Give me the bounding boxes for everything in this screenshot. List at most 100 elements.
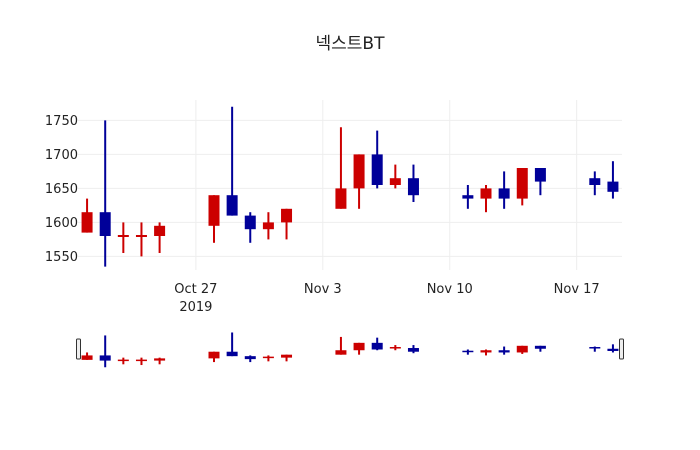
range-slider[interactable] — [76, 331, 624, 368]
slider-candle — [99, 335, 111, 368]
candle[interactable] — [498, 171, 510, 209]
slider-candle — [407, 345, 419, 354]
candle[interactable] — [244, 212, 256, 243]
candle-body — [81, 355, 93, 360]
slider-candle — [117, 357, 129, 365]
y-tick-label: 1650 — [45, 182, 78, 197]
range-slider-left-handle[interactable] — [76, 338, 81, 360]
x-tick-year-label: 2019 — [179, 300, 212, 315]
y-tick-label: 1700 — [45, 148, 78, 163]
candle-body — [589, 178, 601, 185]
candle[interactable] — [371, 130, 383, 189]
candle-body — [135, 235, 147, 237]
candle-body — [154, 225, 166, 236]
candle-body — [371, 154, 383, 185]
slider-candle — [498, 346, 510, 355]
candle-body — [353, 154, 365, 189]
slider-candle — [81, 352, 93, 360]
candle-body — [353, 342, 365, 351]
slider-candle — [226, 332, 238, 357]
candle-body — [117, 359, 129, 362]
slider-candle — [135, 357, 147, 366]
candle-body — [262, 222, 274, 230]
candle-body — [335, 350, 347, 355]
slider-candle — [353, 342, 365, 355]
candle[interactable] — [607, 161, 619, 199]
candle-body — [208, 351, 220, 359]
slider-candle — [371, 337, 383, 351]
candle-body — [154, 358, 166, 361]
y-tick-label: 1550 — [45, 250, 78, 265]
candle-body — [389, 347, 401, 349]
x-tick-label: Nov 3 — [304, 282, 342, 297]
candle-body — [281, 208, 293, 223]
candle-body — [99, 355, 111, 361]
slider-candle — [281, 354, 293, 362]
candle[interactable] — [335, 127, 347, 209]
candle-body — [407, 348, 419, 352]
candle[interactable] — [208, 195, 220, 243]
main-plot-candles[interactable] — [81, 106, 619, 267]
candle-body — [607, 348, 619, 351]
candle-body — [534, 168, 546, 182]
candle-body — [480, 350, 492, 353]
candle-body — [244, 356, 256, 360]
candle-body — [281, 354, 293, 358]
candle-body — [498, 188, 510, 199]
x-tick-label: Nov 17 — [554, 282, 600, 297]
range-slider-background[interactable] — [78, 331, 622, 368]
slider-candle — [335, 336, 347, 355]
y-tick-label: 1750 — [45, 114, 78, 129]
candle[interactable] — [589, 171, 601, 196]
slider-candle — [244, 355, 256, 363]
candle-body — [135, 359, 147, 362]
y-tick-label: 1600 — [45, 216, 78, 231]
slider-candle — [262, 355, 274, 362]
candle-body — [516, 168, 528, 199]
candle-body — [389, 178, 401, 185]
slider-candle — [589, 346, 601, 352]
candle-body — [462, 350, 474, 353]
candle-body — [244, 215, 256, 230]
slider-candle — [534, 345, 546, 352]
candle[interactable] — [99, 120, 111, 267]
candle-body — [208, 195, 220, 226]
candle[interactable] — [534, 168, 546, 196]
candle[interactable] — [117, 222, 129, 253]
candle[interactable] — [389, 164, 401, 189]
slider-candle — [208, 351, 220, 363]
candle[interactable] — [407, 164, 419, 202]
y-axis: 1550 1600 1650 1700 1750 — [45, 114, 78, 265]
candle[interactable] — [462, 185, 474, 209]
slider-candle — [154, 357, 166, 365]
candle[interactable] — [135, 222, 147, 257]
candle[interactable] — [480, 185, 492, 213]
candle-body — [516, 345, 528, 353]
candle-body — [99, 212, 111, 236]
x-axis: Oct 27 2019 Nov 3 Nov 10 Nov 17 — [174, 282, 599, 315]
slider-candle — [607, 344, 619, 353]
slider-candle — [480, 349, 492, 356]
candle-body — [462, 195, 474, 199]
candle[interactable] — [353, 154, 365, 209]
candle[interactable] — [281, 208, 293, 240]
candle-body — [480, 188, 492, 199]
candle-body — [335, 188, 347, 209]
candle-body — [371, 342, 383, 350]
candle[interactable] — [226, 106, 238, 216]
candle-body — [534, 345, 546, 349]
chart-title: 넥스트BT — [316, 34, 386, 54]
candle-body — [589, 347, 601, 349]
candle-body — [117, 235, 129, 237]
candle-body — [226, 195, 238, 216]
slider-candle — [516, 345, 528, 354]
candle[interactable] — [516, 168, 528, 206]
candle[interactable] — [81, 198, 93, 233]
range-slider-right-handle[interactable] — [619, 338, 624, 360]
candle-body — [607, 181, 619, 192]
x-tick-label: Nov 10 — [427, 282, 473, 297]
candle[interactable] — [262, 212, 274, 240]
candle[interactable] — [154, 222, 166, 253]
slider-candle — [389, 345, 401, 351]
